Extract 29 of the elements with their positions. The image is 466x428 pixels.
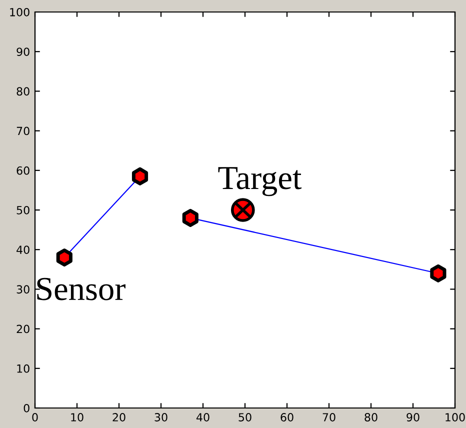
x-tick-label: 90	[406, 413, 420, 422]
y-tick-label: 90	[16, 48, 30, 56]
y-tick-label: 50	[16, 206, 30, 214]
y-tick-label: 0	[24, 404, 30, 412]
point	[132, 167, 148, 186]
x-tick-label: 30	[154, 413, 168, 422]
x-tick-label: 20	[112, 413, 126, 422]
y-tick-label: 70	[16, 126, 30, 136]
x-tick-label: 50	[238, 413, 252, 422]
y-tick-label: 80	[16, 87, 30, 96]
annotation: Sensor	[37, 278, 126, 300]
y-tick-label: 40	[16, 246, 30, 254]
y-tick-label: 60	[16, 166, 30, 175]
point	[182, 208, 198, 227]
y-tick-label: 100	[10, 8, 30, 16]
y-tick-label: 20	[16, 324, 30, 334]
x-tick-label: 70	[322, 413, 336, 422]
x-tick-label: 60	[280, 413, 294, 422]
x-tick-label: 40	[196, 413, 210, 422]
x-tick-label: 10	[71, 413, 84, 422]
y-tick-label: 30	[16, 285, 30, 294]
point	[430, 264, 446, 282]
x-tick-label: 100	[446, 413, 465, 422]
annotation: Target	[218, 167, 302, 196]
x-tick-label: 80	[364, 413, 378, 422]
y-tick-label: 10	[17, 364, 30, 373]
point	[230, 198, 255, 222]
x-tick-label: 0	[32, 413, 38, 422]
point	[56, 248, 72, 267]
